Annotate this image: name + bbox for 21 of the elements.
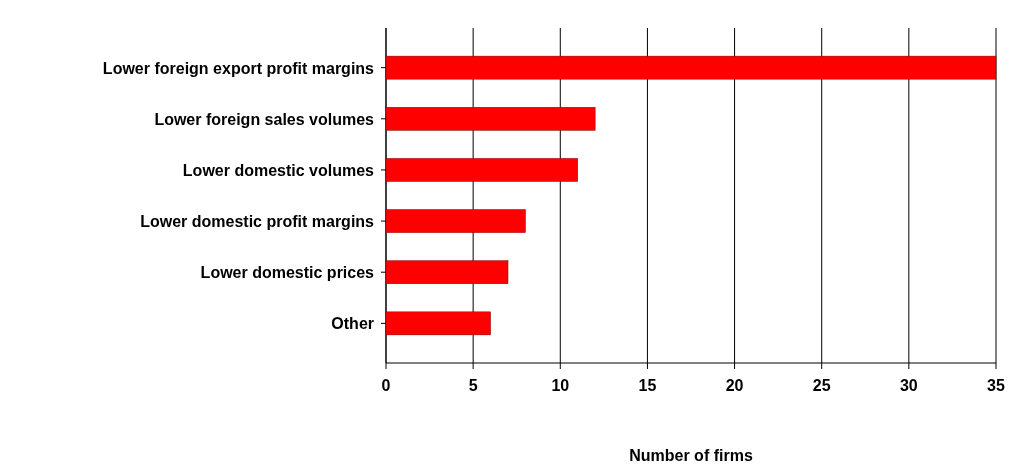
bar [385,209,526,233]
y-tick-label: Lower domestic profit margins [140,213,375,231]
y-tick-label: Other [331,315,374,333]
x-tick-label: 15 [638,377,657,394]
bar [385,107,596,131]
x-tick-label: 5 [468,377,478,394]
x-tick-label: 10 [551,377,570,394]
x-axis-title: Number of firms [629,447,753,464]
y-tick-label: Lower foreign sales volumes [154,110,375,128]
bar [385,311,491,336]
x-tick-label: 0 [381,377,391,394]
x-tick-label: 35 [987,377,1005,394]
y-tick-label: Lower domestic prices [200,264,375,282]
bar [385,260,509,284]
bar [385,55,997,80]
bar [385,158,578,182]
y-tick-label: Lower domestic volumes [182,161,375,179]
x-tick-label: 20 [725,377,744,394]
x-tick-label: 25 [812,377,831,394]
x-tick-label: 30 [899,377,918,394]
y-tick-label: Lower foreign export profit margins [102,59,375,77]
